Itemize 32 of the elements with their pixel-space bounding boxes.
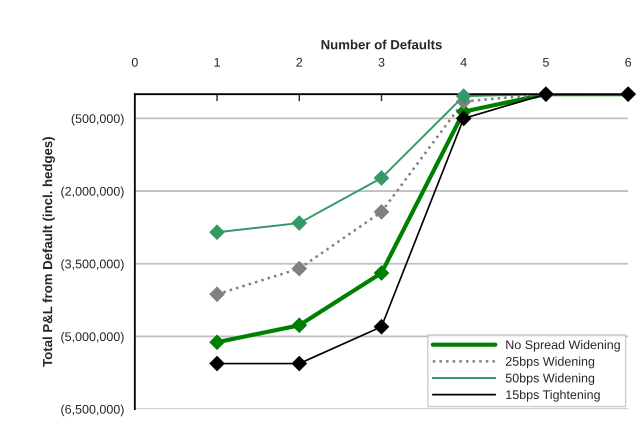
- x-axis-title: Number of Defaults: [322, 40, 442, 50]
- y-tick-label: (5,000,000): [61, 332, 124, 344]
- y-tick-label: (6,500,000): [61, 404, 124, 416]
- x-tick-label: 2: [296, 58, 302, 67]
- x-tick-label: 4: [460, 58, 467, 67]
- x-tick-label: 3: [378, 58, 384, 67]
- point: [374, 319, 390, 334]
- point: [374, 170, 390, 186]
- point: [292, 318, 307, 333]
- point: [209, 224, 225, 240]
- point: [374, 204, 390, 220]
- legend-label: 25bps Widening: [506, 356, 594, 368]
- y-tick-label: (500,000): [72, 114, 124, 126]
- x-tick-label: 5: [542, 58, 549, 67]
- point: [209, 286, 225, 302]
- point: [292, 356, 307, 372]
- y-tick-label: (3,500,000): [61, 259, 124, 271]
- legend-label: No Spread Widening: [506, 340, 620, 352]
- point: [456, 110, 472, 126]
- y-tick-label: (2,000,000): [61, 186, 124, 198]
- y-axis-title: Total P&L from Default (incl. hedges): [42, 137, 55, 367]
- point: [292, 261, 307, 276]
- legend-label: 15bps Tightening: [506, 390, 600, 402]
- point: [209, 356, 225, 372]
- point: [292, 215, 307, 231]
- point: [456, 88, 472, 104]
- x-tick-label: 1: [214, 58, 220, 67]
- point: [209, 334, 225, 350]
- point: [374, 265, 390, 281]
- x-tick-label: 6: [625, 58, 632, 67]
- x-tick-label: 0: [132, 58, 138, 67]
- legend-label: 50bps Widening: [506, 373, 594, 385]
